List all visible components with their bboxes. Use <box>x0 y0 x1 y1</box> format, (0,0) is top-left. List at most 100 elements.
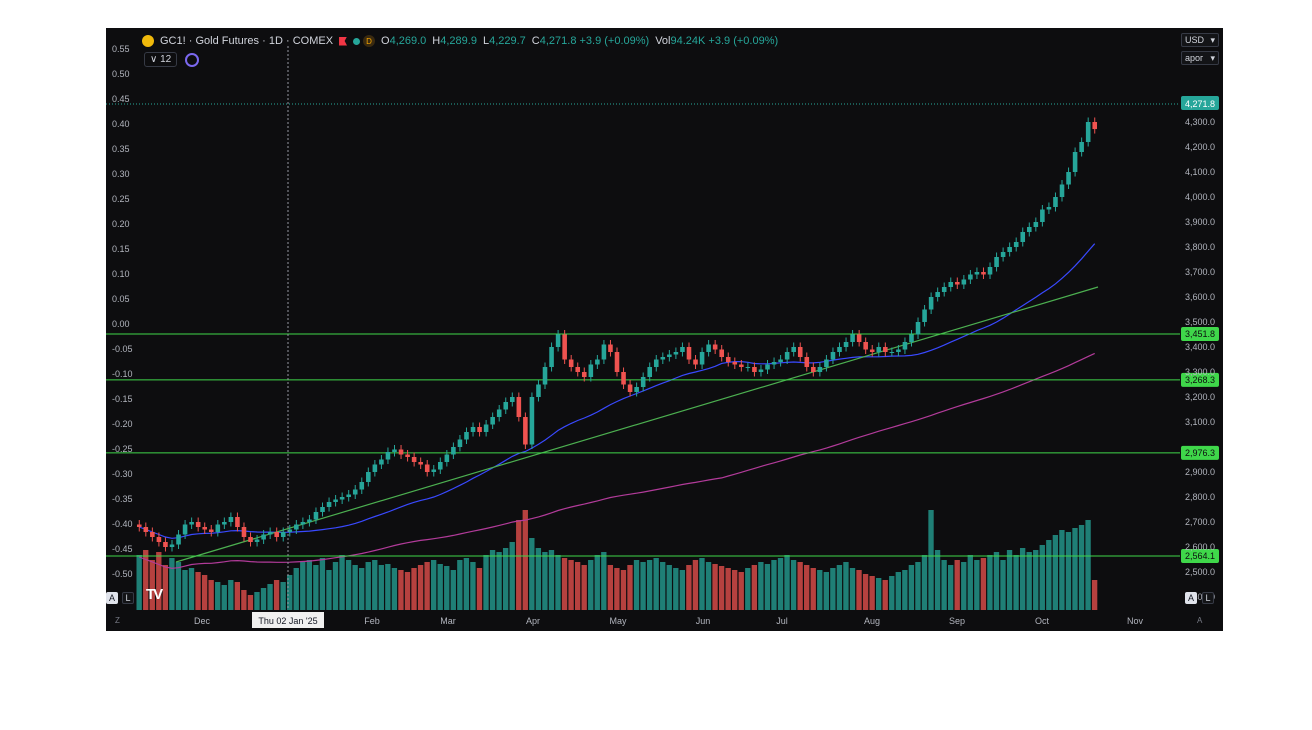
candle-body <box>634 387 639 392</box>
candle-body <box>693 359 698 365</box>
left-axis-tick: -0.45 <box>112 544 133 554</box>
moving-averages <box>139 243 1099 569</box>
left-axis-tick: 0.35 <box>112 144 130 154</box>
symbol-name[interactable]: GC1! · Gold Futures · 1D · COMEX <box>160 35 334 47</box>
scale-mode-select[interactable]: арог ▾ <box>1181 51 1219 65</box>
volume-bar <box>516 520 522 610</box>
time-axis-tick: Mar <box>440 616 456 626</box>
candle-body <box>686 347 692 360</box>
time-axis-tick: Aug <box>864 616 880 626</box>
volume-bar <box>967 555 973 610</box>
volume-bar <box>843 562 849 610</box>
volume-bar <box>882 580 888 610</box>
volume-bar <box>470 562 476 610</box>
ohlc-low: L4,229.7 <box>482 35 526 47</box>
volume-bar <box>594 555 600 610</box>
candle-body <box>608 344 613 352</box>
candle-body <box>915 322 921 335</box>
candle-body <box>143 527 149 532</box>
volume-bar <box>332 562 339 610</box>
candle-body <box>732 362 738 365</box>
candle-body <box>280 532 286 537</box>
right-axis-tick: 2,700.0 <box>1185 517 1215 527</box>
volume-bar <box>267 584 273 610</box>
candle-body <box>1013 242 1019 247</box>
time-axis-tick: Jul <box>776 616 788 626</box>
candle-body <box>510 397 515 402</box>
volume-bar <box>496 552 502 610</box>
indicators-toggle-button[interactable]: ∨ 12 <box>144 52 178 67</box>
candle-body <box>935 292 940 297</box>
level-badge <box>1181 548 1219 563</box>
candle-body <box>568 359 574 367</box>
volume-bar <box>921 555 928 610</box>
left-axis-tick: 0.15 <box>112 244 130 254</box>
left-axis-tick: -0.05 <box>112 344 133 354</box>
candle-body <box>1079 142 1084 152</box>
volume-bar <box>561 558 568 610</box>
candle-body <box>1066 172 1071 185</box>
indicator-visibility-icon[interactable] <box>185 52 200 67</box>
candle-body <box>804 357 810 367</box>
volume-bar <box>601 552 607 610</box>
volume-bar <box>476 568 483 610</box>
volume-bar <box>156 552 162 610</box>
volume-bar <box>653 558 659 610</box>
right-axis-tick: 3,600.0 <box>1185 292 1215 302</box>
volume-bar <box>228 580 234 610</box>
volume-bar <box>313 565 319 610</box>
volume-bar <box>705 562 712 610</box>
left-axis-tick: 0.10 <box>112 269 130 279</box>
volume-bar <box>614 568 620 610</box>
volume-bar <box>758 562 764 610</box>
candle-body <box>163 542 168 547</box>
currency-select[interactable]: USD ▾ <box>1181 33 1219 47</box>
settings-axis-button[interactable]: A <box>1197 616 1203 625</box>
right-auto-scale-button[interactable]: A <box>1185 592 1197 604</box>
timezone-button[interactable]: Z <box>115 616 120 625</box>
left-axis-tick: 0.55 <box>112 44 130 54</box>
candle-body <box>346 494 351 497</box>
candle-body <box>366 472 371 482</box>
candle-body <box>909 334 914 342</box>
candle-body <box>896 349 901 352</box>
volume-bar <box>502 548 509 610</box>
volume-bar <box>352 565 358 610</box>
tradingview-logo-icon: TV <box>146 586 163 603</box>
volume-bar <box>862 574 869 610</box>
volume-bar <box>686 565 692 610</box>
volume-bar <box>790 560 797 610</box>
volume-bar <box>1039 545 1045 610</box>
candle-body <box>267 532 273 535</box>
left-log-scale-button[interactable]: L <box>122 592 134 604</box>
right-log-scale-button[interactable]: L <box>1202 592 1214 604</box>
volume-bar <box>280 582 286 610</box>
volume-bars <box>136 510 1098 610</box>
candle-body <box>385 452 391 460</box>
candle-body <box>981 272 986 275</box>
candle-body <box>1007 247 1012 252</box>
level-badge <box>1181 327 1219 342</box>
candle-body <box>418 462 423 465</box>
candle-body <box>765 364 770 370</box>
candle-body <box>555 334 561 347</box>
left-axis-tick: -0.35 <box>112 494 133 504</box>
candle-body <box>424 464 430 472</box>
left-auto-scale-button[interactable]: A <box>106 592 118 604</box>
volume-bar <box>195 572 201 610</box>
candle-body <box>752 367 757 372</box>
volume-bar <box>522 510 528 610</box>
right-axis: 4,300.0 4,200.0 4,100.0 4,000.0 3,900.0 3,800… <box>1185 117 1215 602</box>
volume-bar <box>771 560 777 610</box>
candle-body <box>464 432 469 440</box>
candle-body <box>542 367 548 385</box>
volume-bar <box>149 560 155 610</box>
volume-bar <box>620 570 627 610</box>
volume-bar <box>359 568 365 610</box>
chart-frame: 3,451.8 3,268.3 2,976.3 2,564.1 0.55 0.50 0.4… <box>106 28 1223 631</box>
candle-body <box>889 352 895 353</box>
volume-bar <box>804 565 810 610</box>
volume-bar <box>136 555 142 610</box>
volume-bar <box>1019 548 1026 610</box>
volume-bar <box>143 550 149 610</box>
